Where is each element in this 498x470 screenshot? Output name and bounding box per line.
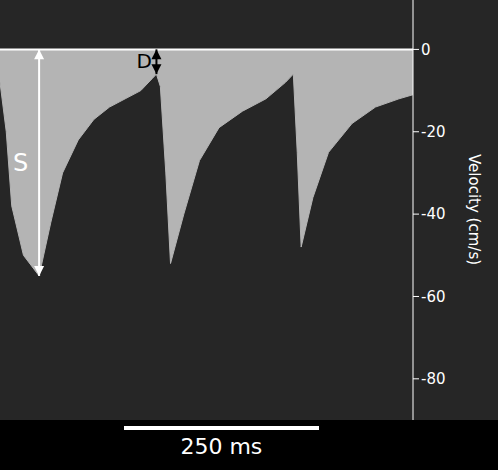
svg-text:-80: -80 [421,370,446,388]
svg-text:D: D [136,49,151,73]
html-text:Velocity (cm/s): Velocity (cm/s) [465,154,483,266]
html-text:250 ms: 250 ms [180,434,263,459]
svg-text:-40: -40 [421,205,446,223]
svg-text:-60: -60 [421,288,446,306]
svg-text:0: 0 [421,41,431,59]
svg-text:S: S [13,149,28,177]
svg-text:-20: -20 [421,123,446,141]
